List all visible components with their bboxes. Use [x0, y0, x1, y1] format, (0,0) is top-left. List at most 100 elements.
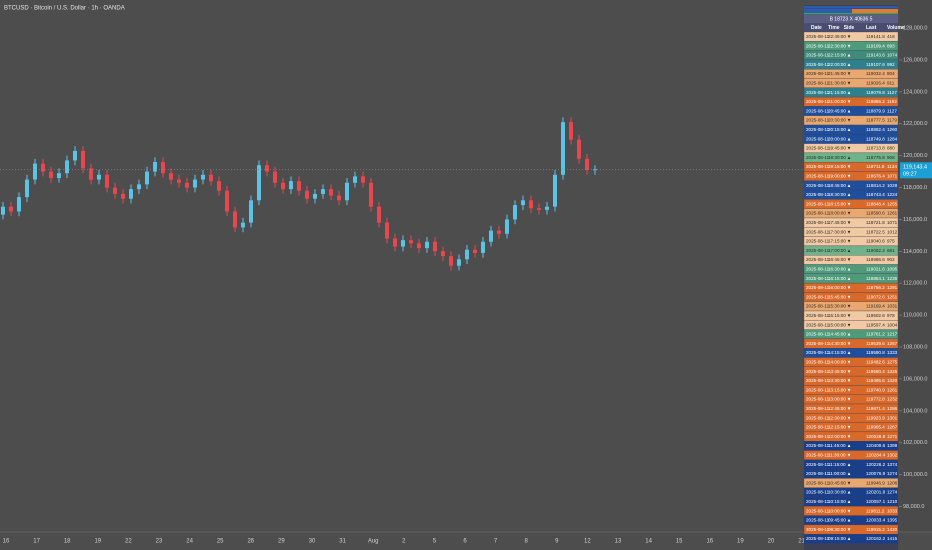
summary-row [804, 15, 898, 23]
table-cell: 12:45:00 [828, 406, 846, 411]
table-cell: 2025-08-11 [806, 415, 830, 420]
table-cell: 1255 [887, 201, 898, 206]
candle-body [353, 176, 357, 183]
table-cell: ▼ [847, 508, 852, 513]
table-cell: 11:30:00 [828, 453, 846, 458]
buy-ratio-bar [804, 9, 852, 13]
table-cell: ▼ [847, 360, 852, 365]
table-cell: 1029 [887, 183, 898, 188]
price-label: 119,143.4 [903, 164, 927, 170]
table-cell: 21:45:00 [828, 71, 846, 76]
table-cell: ▲ [847, 350, 852, 355]
table-cell: 2025-08-11 [806, 34, 830, 39]
table-cell: 118886.2 [866, 99, 885, 104]
table-cell: 119107.6 [866, 62, 885, 67]
x-tick-label: 20 [768, 539, 775, 545]
table-cell: 2025-08-11 [806, 276, 830, 281]
table-cell: ▲ [847, 183, 852, 188]
table-cell: 2025-08-11 [806, 434, 830, 439]
table-cell: 119761.2 [866, 332, 885, 337]
table-cell: 10:30:00 [828, 490, 846, 495]
table-cell: 2025-08-11 [806, 350, 830, 355]
table-cell: 2025-08-11 [806, 527, 830, 532]
table-cell: ▼ [847, 34, 852, 39]
candle-body [449, 256, 453, 266]
x-tick-label: 24 [186, 539, 193, 545]
table-cell: 1320 [887, 378, 898, 383]
table-cell: ▼ [847, 294, 852, 299]
candle-body [281, 182, 285, 190]
table-cell: ▲ [847, 62, 852, 67]
table-cell: 17:45:00 [828, 220, 846, 225]
table-cell: 119032.4 [866, 71, 885, 76]
candle-body [81, 150, 85, 169]
candle-body [545, 206, 549, 210]
candle-body [473, 249, 477, 253]
table-cell: 2025-08-11 [806, 294, 830, 299]
table-cell: 2025-08-11 [806, 453, 830, 458]
price-axis [900, 0, 932, 532]
table-cell: 2025-08-11 [806, 518, 830, 523]
table-cell: 09:45:00 [828, 518, 846, 523]
candle-body [201, 174, 205, 180]
table-cell: 120057.1 [866, 499, 886, 504]
table-cell: 10:00:00 [828, 508, 846, 513]
candle-body [41, 163, 45, 172]
table-cell: 120226.2 [866, 462, 886, 467]
table-cell: 119580.4 [866, 369, 885, 374]
table-cell: 118721.8 [866, 220, 885, 225]
table-cell: 2025-08-11 [806, 155, 830, 160]
table-cell: 21:00:00 [828, 99, 846, 104]
table-cell: 2025-08-11 [806, 499, 830, 504]
table-cell: 09:30:00 [828, 527, 846, 532]
table-cell: ▲ [847, 462, 852, 467]
table-cell: 902 [887, 257, 895, 262]
candle-body [97, 174, 101, 180]
x-tick-label: 16 [706, 539, 713, 545]
y-tick-label: 114,000.0 [903, 249, 927, 255]
table-cell: 2025-08-11 [806, 490, 830, 495]
table-cell: 908 [887, 155, 895, 160]
table-cell: 1012 [887, 229, 898, 234]
table-cell: 15:45:00 [828, 294, 846, 299]
table-cell: 14:00:00 [828, 360, 846, 365]
table-cell: 120076.9 [866, 471, 886, 476]
table-cell: 119141.8 [866, 34, 885, 39]
table-cell: 118777.5 [866, 118, 885, 123]
table-cell: 2025-08-11 [806, 462, 830, 467]
x-tick-label: 19 [737, 539, 744, 545]
table-cell: 2025-08-11 [806, 267, 830, 272]
candle-body [265, 165, 269, 172]
table-cell: 118892.4 [866, 127, 885, 132]
table-cell: 1095 [887, 267, 898, 272]
candle-body [185, 182, 189, 188]
table-cell: 118676.4 [866, 174, 885, 179]
candle-body [241, 222, 245, 228]
table-cell: ▼ [847, 415, 852, 420]
table-cell: 10:15:00 [828, 499, 846, 504]
candle-body [249, 200, 253, 223]
candle-body [89, 168, 93, 180]
candle-body [329, 189, 333, 196]
table-cell: 2025-08-11 [806, 239, 830, 244]
candle-body [489, 230, 493, 242]
table-cell: 119109.4 [866, 43, 885, 48]
table-cell: 120201.8 [866, 490, 886, 495]
table-cell: 11:15:00 [828, 462, 846, 467]
candle-body [457, 259, 461, 266]
y-tick-label: 102,000.0 [903, 440, 927, 446]
buy-bar [804, 6, 898, 9]
candle-body [225, 190, 229, 212]
table-cell: 1074 [887, 53, 898, 58]
candle-body [577, 139, 581, 159]
table-cell: 119946.9 [866, 480, 885, 485]
table-cell: ▼ [847, 387, 852, 392]
x-tick-label: 13 [615, 539, 622, 545]
table-cell: ▼ [847, 211, 852, 216]
table-cell: 2025-08-11 [806, 211, 830, 216]
table-cell: 893 [887, 43, 895, 48]
table-cell: ▲ [847, 53, 852, 58]
candle-body [345, 182, 349, 201]
x-tick-label: 2 [402, 539, 406, 545]
candle-body [321, 189, 325, 194]
